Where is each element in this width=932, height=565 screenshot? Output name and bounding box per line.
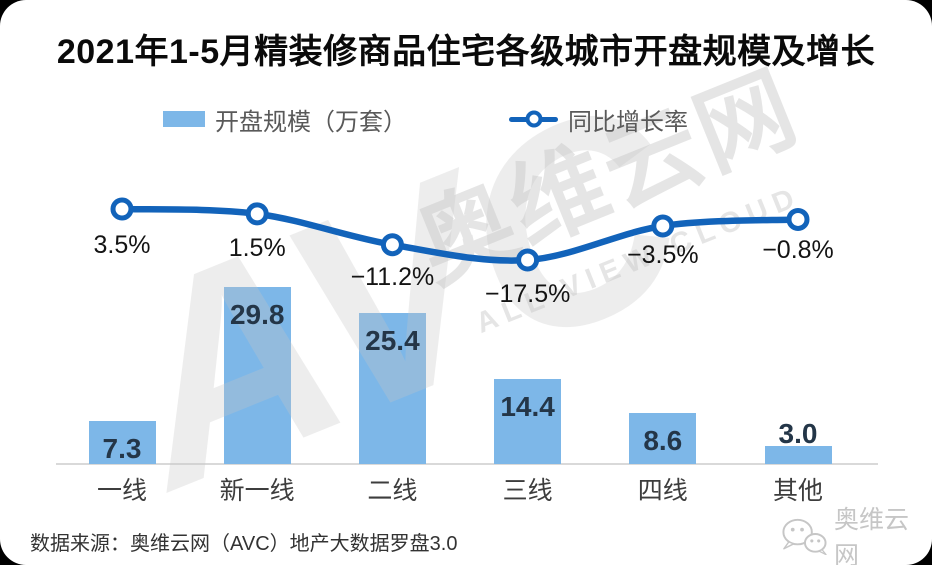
legend-item-line: 同比增长率: [509, 103, 688, 136]
legend-line-label: 同比增长率: [568, 108, 688, 136]
wechat-icon: [782, 518, 827, 555]
data-source-note: 数据来源：奥维云网（AVC）地产大数据罗盘3.0: [30, 533, 458, 555]
category-label: 其他: [772, 477, 824, 505]
growth-rate-label: −3.5%: [627, 241, 699, 269]
bar-value-label: 3.0: [778, 418, 818, 450]
legend-item-bar: 开盘规模（万套）: [163, 103, 407, 136]
bar-新一线: [223, 287, 291, 464]
bar-value-label: 7.3: [102, 432, 142, 464]
line-point-marker: [380, 233, 404, 257]
line-point-marker: [651, 214, 675, 238]
brand-name: 奥维云网: [834, 506, 910, 565]
growth-rate-label: 3.5%: [93, 231, 151, 259]
x-axis-line: [56, 463, 878, 465]
line-point-marker: [786, 207, 810, 231]
category-label: 二线: [367, 477, 418, 505]
watermark-brand-cn: 奥维云网: [402, 53, 814, 303]
category-label: 新一线: [219, 477, 295, 505]
bar-二线: [358, 313, 426, 464]
line-point-marker: [245, 202, 269, 226]
line-swatch-icon: [509, 110, 558, 128]
bar-三线: [494, 378, 562, 464]
bar-其他: [764, 446, 832, 464]
growth-rate-label: −0.8%: [762, 236, 834, 264]
category-label: 三线: [502, 477, 553, 505]
line-marker-icon: [525, 110, 542, 128]
bar-value-label: 25.4: [365, 325, 420, 357]
legend-bar-label: 开盘规模（万套）: [215, 108, 407, 136]
bar-value-label: 8.6: [643, 425, 683, 456]
growth-rate-label: −11.2%: [350, 263, 435, 291]
growth-rate-label: −17.5%: [484, 280, 571, 308]
growth-rate-label: 1.5%: [228, 234, 286, 262]
line-point-marker: [110, 197, 134, 221]
chart-title: 2021年1-5月精装修商品住宅各级城市开盘规模及增长: [56, 33, 876, 71]
bar-四线: [629, 413, 697, 464]
line-point-marker: [516, 248, 540, 272]
legend: 开盘规模（万套） 同比增长率: [0, 103, 932, 136]
brand-watermark: 奥维云网: [779, 500, 932, 565]
bar-value-label: 14.4: [500, 390, 555, 422]
category-label: 一线: [96, 477, 148, 505]
bar-value-label: 29.8: [229, 299, 285, 331]
bar-一线: [88, 420, 156, 464]
bar-swatch-icon: [163, 111, 205, 127]
category-label: 四线: [637, 477, 688, 505]
